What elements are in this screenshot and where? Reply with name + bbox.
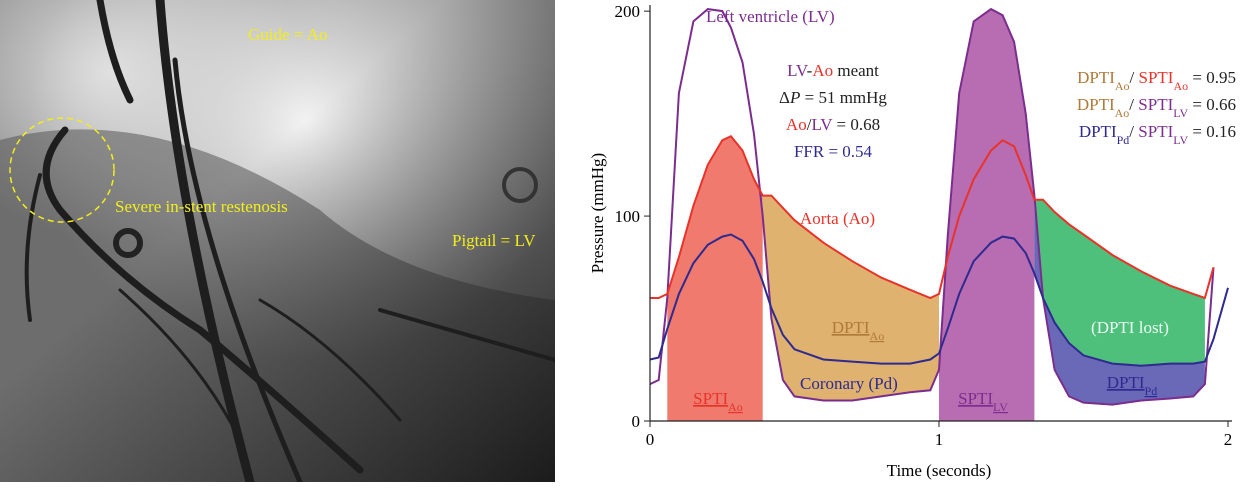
text-segment: Pd <box>1117 133 1130 147</box>
figure: Guide = Ao Severe in-stent restenosis Pi… <box>0 0 1240 488</box>
x-axis-label: Time (seconds) <box>887 461 992 480</box>
text-segment: Ao <box>1115 79 1130 93</box>
x-tick-label: 1 <box>935 430 944 449</box>
text-segment: / <box>1129 95 1138 114</box>
text-segment: DPTI <box>1107 373 1145 392</box>
text-segment: Ao <box>1115 106 1130 120</box>
annotation: DPTIAo/ SPTILV = 0.66 <box>1077 95 1236 120</box>
text-segment: SPTI <box>958 389 993 408</box>
text-segment: SPTI <box>1138 122 1173 141</box>
text-segment: LV <box>1173 106 1188 120</box>
fills <box>667 9 1205 421</box>
series-label: Aorta (Ao) <box>800 209 875 228</box>
area-label: (DPTI lost) <box>1091 318 1169 337</box>
text-segment: Δ <box>779 88 790 107</box>
text-segment: LV <box>811 115 833 134</box>
text-segment: DPTI <box>1077 95 1115 114</box>
annotation: DPTIPd/ SPTILV = 0.16 <box>1079 122 1236 147</box>
x-tick-label: 2 <box>1224 430 1233 449</box>
text-segment: Ao <box>812 61 833 80</box>
text-segment: LV <box>787 61 809 80</box>
text-segment: = 0.66 <box>1188 95 1236 114</box>
text-segment: FFR = 0.54 <box>794 142 873 161</box>
text-segment: Ao <box>1173 79 1188 93</box>
text-segment: meant <box>833 61 879 80</box>
text-segment: = 0.16 <box>1188 122 1236 141</box>
text-segment: LV <box>1173 133 1188 147</box>
x-tick-label: 0 <box>646 430 655 449</box>
image-label: Severe in-stent restenosis <box>115 197 288 216</box>
text-segment: SPTI <box>693 389 728 408</box>
text-segment: P <box>789 88 800 107</box>
text-segment: DPTI <box>1079 122 1117 141</box>
angiogram: Guide = Ao Severe in-stent restenosis Pi… <box>0 0 555 482</box>
text-segment: = 51 mmHg <box>800 88 887 107</box>
annotation: FFR = 0.54 <box>794 142 873 161</box>
annotation: ΔP = 51 mmHg <box>779 88 887 107</box>
area-fill <box>939 9 1034 421</box>
text-segment: = 0.68 <box>832 115 880 134</box>
series-label: Left ventricle (LV) <box>706 7 835 26</box>
y-tick-label: 200 <box>615 2 641 21</box>
series-label: Coronary (Pd) <box>800 374 898 393</box>
text-segment: Ao <box>870 329 885 343</box>
annotation: LV-Ao meant <box>787 61 879 80</box>
y-axis-label: Pressure (mmHg) <box>588 153 607 273</box>
text-segment: / <box>1129 122 1138 141</box>
annotation: DPTIAo/ SPTIAo = 0.95 <box>1077 68 1236 93</box>
text-segment: LV <box>993 400 1008 414</box>
area-fill <box>667 136 762 421</box>
text-segment: SPTI <box>1139 68 1174 87</box>
text-segment: = 0.95 <box>1188 68 1236 87</box>
text-segment: DPTI <box>1077 68 1115 87</box>
text-segment: DPTI <box>832 318 870 337</box>
y-tick-label: 0 <box>632 412 641 431</box>
image-label: Pigtail = LV <box>452 231 536 250</box>
y-tick-label: 100 <box>615 207 641 226</box>
image-label: Guide = Ao <box>248 25 327 44</box>
text-segment: Ao <box>786 115 807 134</box>
text-segment: Pd <box>1145 384 1158 398</box>
text-segment: SPTI <box>1138 95 1173 114</box>
text-segment: / <box>1130 68 1139 87</box>
text-segment: Ao <box>728 400 743 414</box>
annotation: Ao/LV = 0.68 <box>786 115 880 134</box>
text-segment: (DPTI lost) <box>1091 318 1169 337</box>
